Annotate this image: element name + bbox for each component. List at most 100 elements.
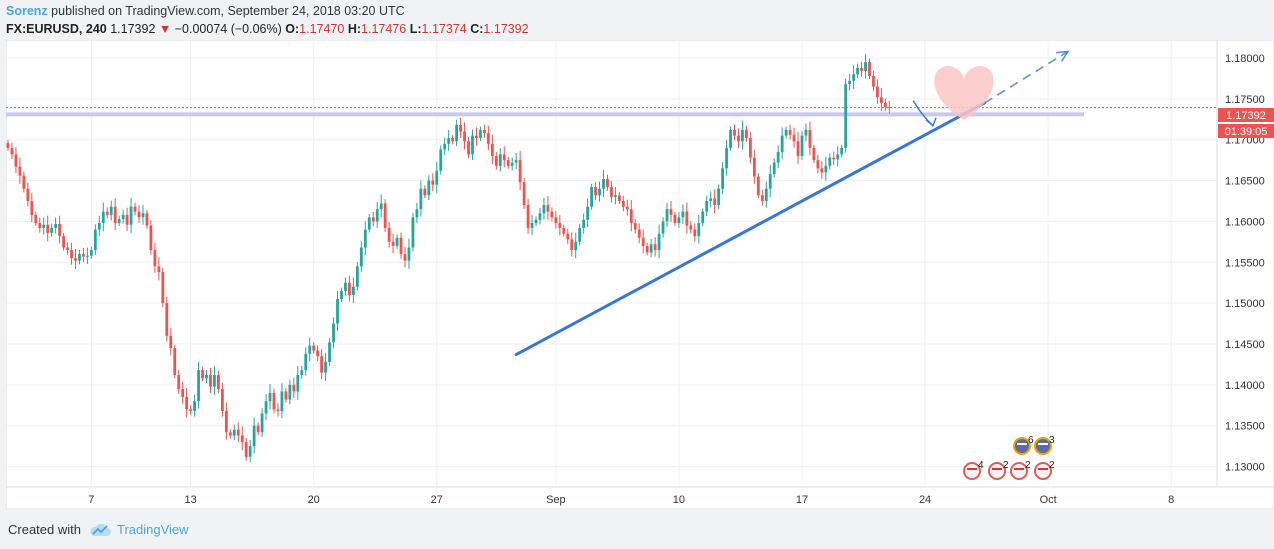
price-chart[interactable]: 1.13000 1.13500 1.14000 1.14500 1.15000 1.155…: [5, 39, 1274, 510]
event-badge[interactable]: 2: [1010, 460, 1031, 480]
candle-down: [494, 156, 498, 166]
candle-down: [209, 375, 212, 387]
candle-down: [62, 236, 65, 248]
candle-down: [181, 388, 185, 398]
event-badge[interactable]: 2: [1034, 460, 1055, 480]
time-tick-label: 20: [308, 494, 320, 506]
candle-up: [780, 135, 784, 152]
candle-down: [46, 224, 50, 233]
candle-up: [471, 135, 474, 155]
candle-down: [157, 266, 161, 273]
candle-down: [713, 198, 717, 206]
tradingview-brand[interactable]: TradingView: [89, 522, 189, 537]
candle-down: [486, 133, 490, 144]
candle-down: [137, 211, 141, 218]
candle-down: [689, 225, 693, 230]
close-value: 1.17392: [483, 22, 529, 36]
candle-up: [197, 370, 200, 402]
event-badge[interactable]: 4: [963, 460, 984, 480]
candle-up: [78, 254, 81, 261]
candle-up: [590, 187, 593, 207]
candle-up: [280, 391, 284, 412]
candle-up: [300, 370, 304, 376]
candle-down: [18, 166, 22, 176]
open-label: O:: [285, 22, 300, 36]
candle-up: [598, 188, 601, 196]
chart-drawings: [514, 50, 1070, 357]
candle-up: [344, 282, 347, 291]
candle-up: [447, 138, 451, 144]
candle-down: [617, 195, 621, 201]
candle-down: [625, 206, 629, 210]
down-arrow-icon: ▼: [158, 22, 172, 36]
candle-down: [220, 388, 224, 412]
candle-up: [141, 213, 145, 218]
candle-down: [133, 206, 137, 212]
candle-down: [733, 129, 736, 136]
candle-up: [697, 223, 701, 237]
candle-up: [772, 162, 776, 175]
candle-down: [860, 67, 863, 72]
candle-down: [685, 211, 689, 226]
candle-down: [236, 429, 240, 436]
candle-down: [22, 175, 26, 189]
candle-up: [856, 67, 859, 75]
candle-up: [205, 375, 208, 379]
time-tick-label: 17: [796, 494, 808, 506]
candle-down: [475, 135, 478, 139]
countdown-tag-bg: [1218, 124, 1274, 138]
price-tick-label: 1.14000: [1225, 380, 1265, 392]
candle-up: [359, 247, 363, 267]
candle-up: [248, 446, 252, 457]
candle-down: [526, 205, 530, 228]
candlestick-series: [6, 53, 891, 463]
candle-down: [284, 391, 288, 400]
candle-down: [820, 168, 824, 173]
candle-down: [312, 345, 316, 351]
economic-events[interactable]: 6 3 4 2 2 2: [963, 435, 1055, 480]
candle-down: [788, 129, 792, 135]
candle-down: [558, 223, 562, 228]
candle-down: [165, 303, 169, 336]
candle-up: [657, 233, 661, 251]
candle-up: [677, 217, 681, 224]
author-name[interactable]: Sorenz: [6, 4, 48, 18]
flag-stripe: [967, 468, 977, 470]
event-badge[interactable]: 6: [1013, 435, 1034, 455]
event-badge[interactable]: 3: [1034, 435, 1055, 455]
candle-up: [709, 198, 713, 201]
candle-up: [427, 180, 431, 196]
candle-down: [228, 432, 232, 436]
candle-up: [340, 290, 343, 300]
candle-down: [189, 409, 193, 412]
candle-up: [332, 323, 335, 343]
candle-down: [177, 375, 181, 389]
candle-up: [538, 213, 542, 220]
candle-down: [570, 239, 574, 251]
candle-up: [407, 247, 411, 261]
candle-down: [562, 227, 566, 234]
price-tick-label: 1.13000: [1225, 462, 1265, 474]
event-badge[interactable]: 2: [988, 460, 1009, 480]
countdown-tag: 01:39:05: [1225, 126, 1268, 138]
candle-up: [498, 154, 502, 166]
candle-down: [756, 176, 760, 196]
candle-up: [260, 413, 264, 433]
candle-up: [351, 286, 355, 295]
candle-down: [887, 107, 891, 109]
candle-up: [355, 266, 359, 287]
candle-up: [328, 342, 331, 362]
candle-up: [213, 375, 216, 387]
candle-up: [510, 162, 514, 166]
candle-down: [34, 214, 38, 224]
candle-up: [439, 149, 443, 171]
candle-down: [641, 237, 645, 246]
chart-container[interactable]: 1.13000 1.13500 1.14000 1.14500 1.15000 1.155…: [5, 39, 1274, 510]
candle-up: [232, 429, 236, 436]
candle-up: [840, 147, 844, 155]
time-tick-label: 24: [919, 494, 931, 506]
candle-down: [161, 272, 165, 304]
candle-down: [125, 214, 129, 225]
candle-down: [276, 409, 280, 412]
candle-up: [701, 211, 705, 224]
